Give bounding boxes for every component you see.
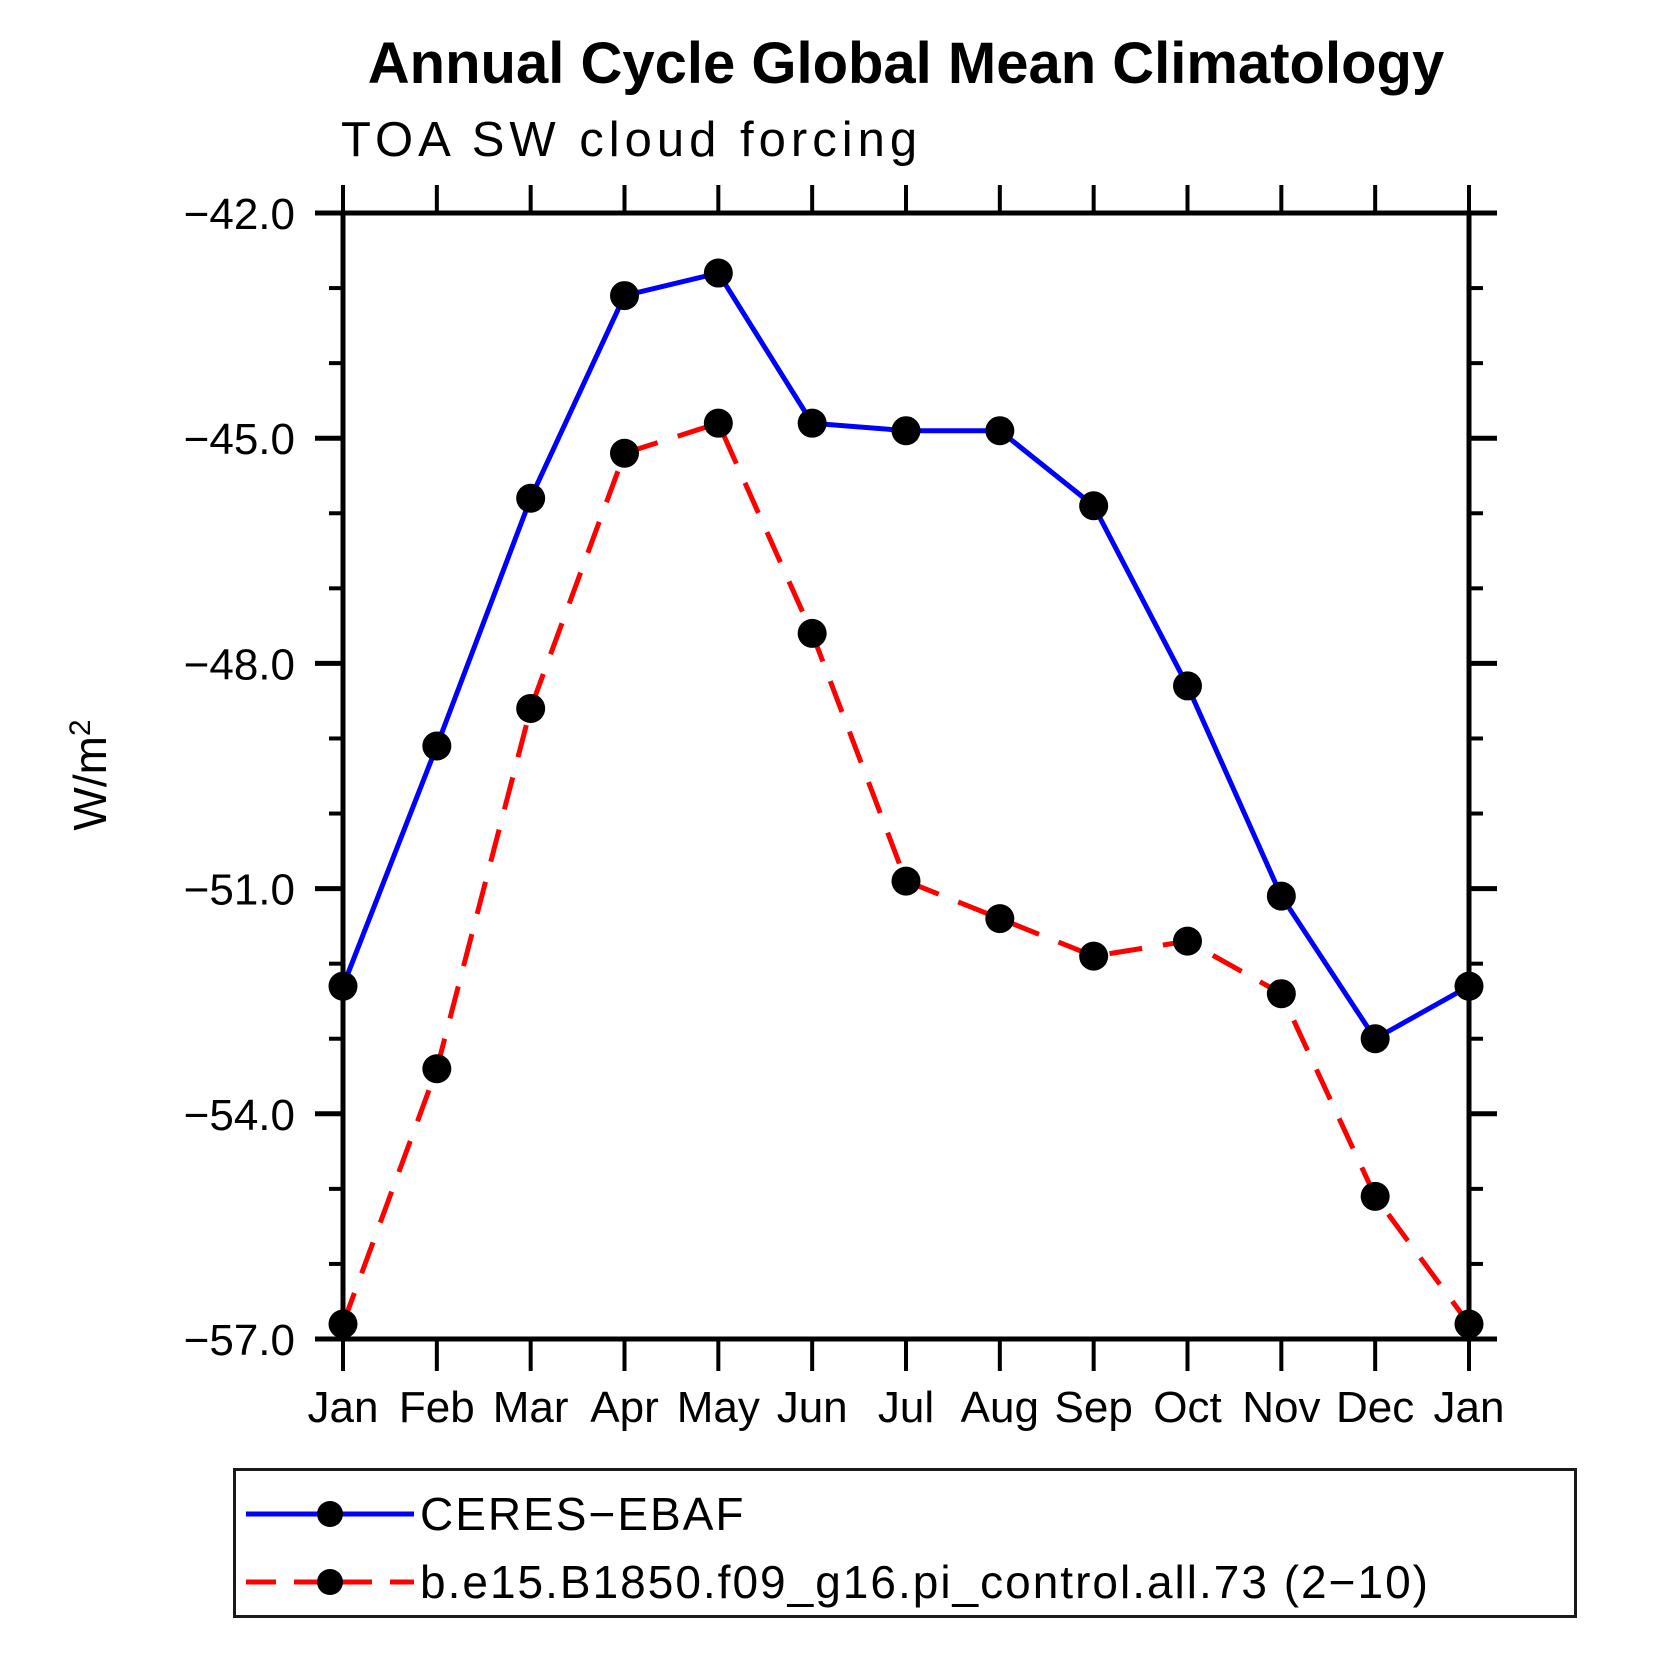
- y-tick-label: −42.0: [184, 190, 295, 239]
- data-point: [1454, 1309, 1484, 1339]
- y-tick-label: −54.0: [184, 1091, 295, 1140]
- chart-title: Annual Cycle Global Mean Climatology: [367, 31, 1445, 96]
- legend-item-model: b.e15.B1850.f09_g16.pi_control.all.73 (2…: [236, 1547, 1574, 1617]
- data-point: [1454, 971, 1484, 1001]
- legend-sample-dashed: [246, 1569, 414, 1595]
- data-point: [1360, 1024, 1390, 1054]
- x-tick-label: Aug: [961, 1383, 1039, 1432]
- data-point: [797, 408, 827, 438]
- plot-box: [340, 210, 1472, 1342]
- y-tick-label: −48.0: [184, 640, 295, 689]
- x-tick-label: Apr: [590, 1383, 658, 1432]
- data-point: [1173, 671, 1202, 701]
- legend-item-ceres: CERES−EBAF: [236, 1479, 1574, 1549]
- y-tick-label: −57.0: [184, 1316, 295, 1365]
- data-point: [1266, 881, 1296, 911]
- x-tick-label: Dec: [1336, 1383, 1414, 1432]
- data-point: [1173, 926, 1202, 956]
- axes: [315, 185, 1497, 1371]
- data-point: [610, 438, 639, 468]
- data-point: [703, 258, 733, 288]
- series-line-0: [340, 270, 1471, 1043]
- data-point: [703, 408, 733, 438]
- data-point: [610, 281, 639, 311]
- data-point: [422, 1054, 452, 1084]
- x-tick-label: Nov: [1242, 1383, 1320, 1432]
- legend-sample-solid: [246, 1501, 414, 1527]
- x-tick-label: Oct: [1153, 1383, 1221, 1432]
- data-point: [985, 904, 1015, 934]
- data-point: [891, 866, 921, 896]
- data-point: [1079, 491, 1109, 521]
- data-point: [516, 693, 546, 723]
- x-tick-label: Jun: [777, 1383, 848, 1432]
- data-point: [985, 416, 1015, 446]
- data-point: [422, 731, 452, 761]
- x-tick-label: May: [677, 1383, 760, 1432]
- x-tick-label: Feb: [399, 1383, 475, 1432]
- data-point: [797, 618, 827, 648]
- x-tick-label: Jan: [1434, 1383, 1505, 1432]
- y-axis-title: W/m2: [64, 719, 116, 830]
- legend-label-model: b.e15.B1850.f09_g16.pi_control.all.73 (2…: [420, 1556, 1430, 1608]
- y-tick-label: −45.0: [184, 415, 295, 464]
- legend-marker-circle: [317, 1501, 343, 1527]
- data-point: [1360, 1181, 1390, 1211]
- data-point: [328, 1309, 358, 1339]
- x-tick-label: Jan: [308, 1383, 379, 1432]
- legend-label-ceres: CERES−EBAF: [420, 1488, 746, 1540]
- data-point: [891, 416, 921, 446]
- x-tick-label: Jul: [878, 1383, 934, 1432]
- data-point: [328, 971, 358, 1001]
- legend-marker-circle: [317, 1569, 343, 1595]
- data-point: [516, 483, 546, 513]
- legend-box: CERES−EBAF b.e15.B1850.f09_g16.pi_contro…: [233, 1468, 1577, 1618]
- x-tick-label: Mar: [493, 1383, 569, 1432]
- data-point: [1266, 979, 1296, 1009]
- axis-labels: Jan Feb Mar Apr May Jun Jul Aug Sep Oct Nov Dec Jan−…: [184, 190, 1505, 1432]
- chart-subtitle: TOA SW cloud forcing: [341, 113, 923, 167]
- y-tick-label: −51.0: [184, 866, 295, 915]
- x-tick-label: Sep: [1055, 1383, 1133, 1432]
- series-markers: [328, 258, 1484, 1339]
- data-point: [1079, 941, 1109, 971]
